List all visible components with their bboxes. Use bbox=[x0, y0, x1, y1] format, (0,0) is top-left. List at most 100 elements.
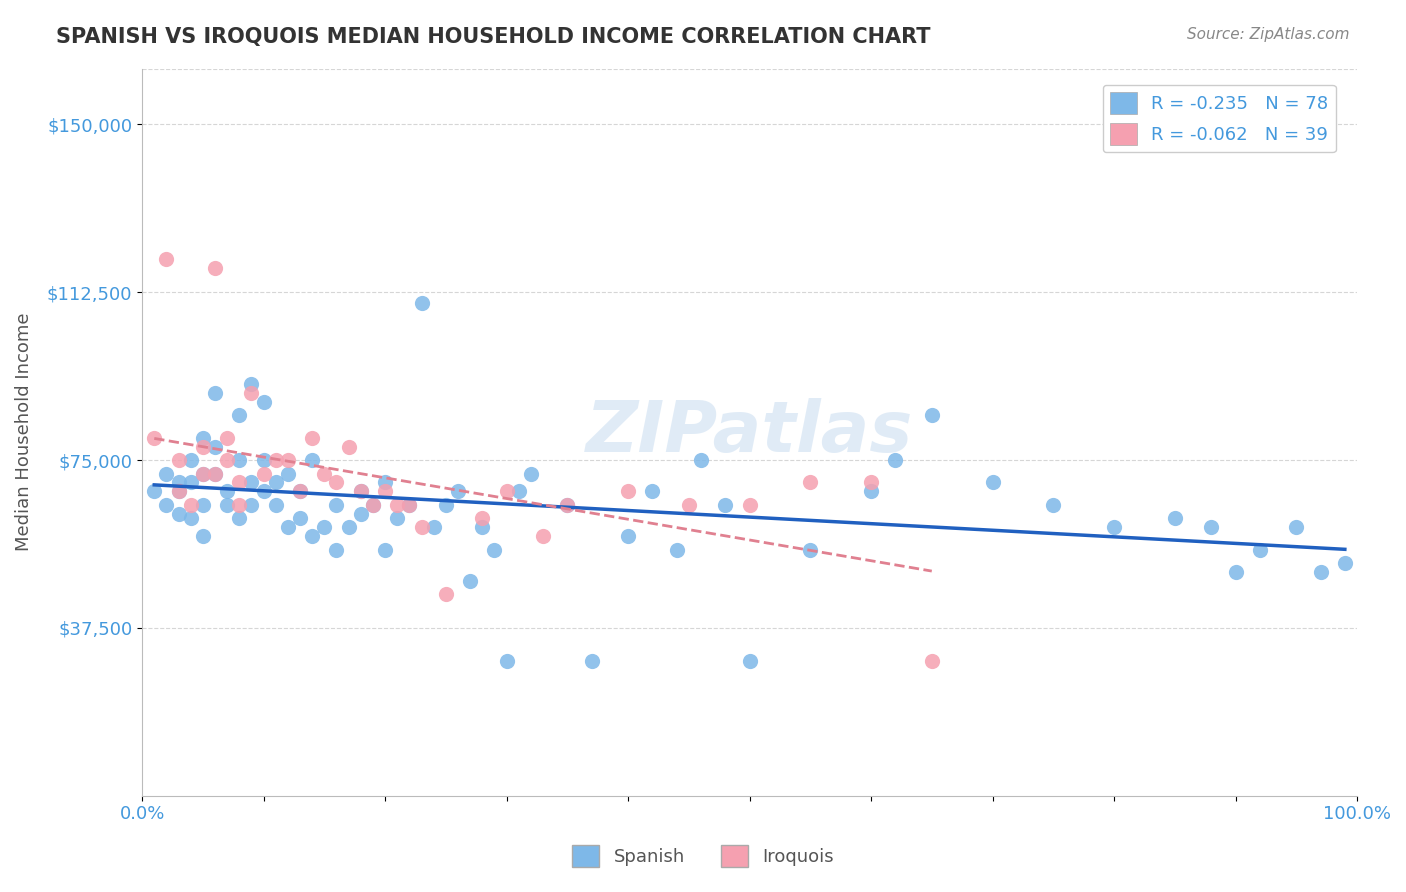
Point bbox=[860, 475, 883, 490]
Point bbox=[617, 529, 640, 543]
Point bbox=[531, 529, 554, 543]
Point bbox=[374, 475, 396, 490]
Text: Source: ZipAtlas.com: Source: ZipAtlas.com bbox=[1187, 27, 1350, 42]
Point bbox=[557, 498, 579, 512]
Point bbox=[557, 498, 579, 512]
Point bbox=[252, 395, 274, 409]
Point bbox=[447, 484, 470, 499]
Point bbox=[277, 520, 299, 534]
Point bbox=[411, 296, 433, 310]
Point bbox=[1102, 520, 1125, 534]
Point bbox=[204, 260, 226, 275]
Point bbox=[678, 498, 700, 512]
Point bbox=[374, 484, 396, 499]
Point bbox=[143, 484, 166, 499]
Point bbox=[228, 511, 250, 525]
Point bbox=[1334, 556, 1357, 570]
Point bbox=[288, 511, 311, 525]
Point bbox=[204, 440, 226, 454]
Point bbox=[204, 467, 226, 481]
Legend: R = -0.235   N = 78, R = -0.062   N = 39: R = -0.235 N = 78, R = -0.062 N = 39 bbox=[1102, 85, 1336, 153]
Point bbox=[252, 467, 274, 481]
Point bbox=[217, 484, 239, 499]
Point bbox=[301, 453, 323, 467]
Point bbox=[337, 520, 360, 534]
Point bbox=[325, 475, 347, 490]
Point bbox=[471, 520, 494, 534]
Point bbox=[228, 453, 250, 467]
Point bbox=[288, 484, 311, 499]
Point bbox=[252, 484, 274, 499]
Point bbox=[387, 498, 409, 512]
Point bbox=[314, 520, 336, 534]
Point bbox=[167, 484, 190, 499]
Point bbox=[581, 655, 603, 669]
Text: SPANISH VS IROQUOIS MEDIAN HOUSEHOLD INCOME CORRELATION CHART: SPANISH VS IROQUOIS MEDIAN HOUSEHOLD INC… bbox=[56, 27, 931, 46]
Point bbox=[277, 467, 299, 481]
Point bbox=[398, 498, 420, 512]
Point bbox=[155, 467, 177, 481]
Point bbox=[240, 386, 263, 401]
Point bbox=[374, 542, 396, 557]
Point bbox=[191, 498, 214, 512]
Point bbox=[277, 453, 299, 467]
Point bbox=[799, 542, 821, 557]
Point bbox=[228, 475, 250, 490]
Point bbox=[422, 520, 444, 534]
Point bbox=[228, 409, 250, 423]
Point bbox=[301, 529, 323, 543]
Point bbox=[1042, 498, 1064, 512]
Point bbox=[738, 655, 761, 669]
Y-axis label: Median Household Income: Median Household Income bbox=[15, 313, 32, 551]
Point bbox=[217, 453, 239, 467]
Point bbox=[361, 498, 384, 512]
Point bbox=[1164, 511, 1187, 525]
Point bbox=[665, 542, 688, 557]
Point bbox=[240, 498, 263, 512]
Point bbox=[411, 520, 433, 534]
Point bbox=[921, 409, 943, 423]
Point bbox=[264, 475, 287, 490]
Point bbox=[264, 453, 287, 467]
Point bbox=[191, 431, 214, 445]
Point bbox=[799, 475, 821, 490]
Point bbox=[264, 498, 287, 512]
Point bbox=[495, 484, 517, 499]
Point bbox=[1309, 565, 1331, 579]
Point bbox=[167, 484, 190, 499]
Point bbox=[155, 252, 177, 266]
Point bbox=[1225, 565, 1247, 579]
Point bbox=[180, 498, 202, 512]
Point bbox=[167, 453, 190, 467]
Point bbox=[641, 484, 664, 499]
Point bbox=[520, 467, 543, 481]
Legend: Spanish, Iroquois: Spanish, Iroquois bbox=[565, 838, 841, 874]
Point bbox=[167, 507, 190, 521]
Point bbox=[240, 377, 263, 392]
Point bbox=[508, 484, 530, 499]
Point bbox=[471, 511, 494, 525]
Point bbox=[191, 440, 214, 454]
Point bbox=[714, 498, 737, 512]
Point bbox=[143, 431, 166, 445]
Point bbox=[1249, 542, 1271, 557]
Point bbox=[361, 498, 384, 512]
Point bbox=[387, 511, 409, 525]
Point bbox=[495, 655, 517, 669]
Point bbox=[337, 440, 360, 454]
Point bbox=[350, 507, 373, 521]
Point bbox=[350, 484, 373, 499]
Point bbox=[217, 498, 239, 512]
Point bbox=[860, 484, 883, 499]
Point bbox=[167, 475, 190, 490]
Point bbox=[191, 467, 214, 481]
Point bbox=[350, 484, 373, 499]
Point bbox=[458, 574, 481, 588]
Point bbox=[1285, 520, 1308, 534]
Point bbox=[484, 542, 506, 557]
Point bbox=[434, 587, 457, 601]
Point bbox=[155, 498, 177, 512]
Point bbox=[288, 484, 311, 499]
Point bbox=[884, 453, 907, 467]
Point bbox=[191, 467, 214, 481]
